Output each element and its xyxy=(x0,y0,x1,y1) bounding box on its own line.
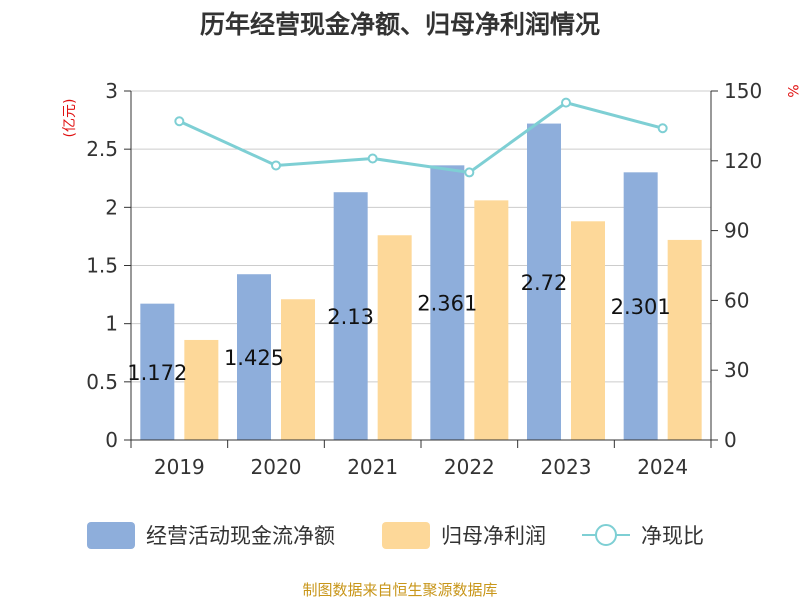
bar-operating-cash-flow xyxy=(140,303,175,440)
legend-swatch-marker xyxy=(595,524,617,546)
left-tick-label: 0.5 xyxy=(86,370,118,394)
left-tick-label: 1 xyxy=(105,312,118,336)
bar-net-profit xyxy=(281,299,315,440)
right-tick-label: 60 xyxy=(724,288,749,312)
right-tick-label: 30 xyxy=(724,358,749,382)
source-note: 制图数据来自恒生聚源数据库 xyxy=(302,581,497,599)
line-point xyxy=(271,160,281,171)
right-tick-label: 0 xyxy=(724,428,737,452)
line-point xyxy=(464,167,475,178)
x-tick-label: 2022 xyxy=(444,455,495,479)
legend-label-net-profit: 归母净利润 xyxy=(441,524,546,548)
x-tick-label: 2019 xyxy=(154,455,205,479)
grid-lines xyxy=(131,90,711,383)
line-net-cash-ratio xyxy=(178,101,664,175)
right-axis-unit: % xyxy=(784,84,800,97)
bars xyxy=(140,123,702,440)
left-tick-label: 2 xyxy=(105,195,118,219)
x-tick-label: 2023 xyxy=(541,455,592,479)
bar-data-label: 2.301 xyxy=(611,295,671,319)
chart-title: 历年经营现金净额、归母净利润情况 xyxy=(200,10,600,39)
bar-data-label: 1.172 xyxy=(127,361,187,385)
bar-net-profit xyxy=(474,200,509,440)
line-series xyxy=(174,97,668,178)
x-tick-label: 2021 xyxy=(347,455,398,479)
bar-net-profit xyxy=(571,221,605,440)
legend-swatch-net-profit xyxy=(382,522,430,549)
bar-net-profit xyxy=(184,339,219,440)
right-tick-label: 120 xyxy=(724,149,762,173)
bar-operating-cash-flow xyxy=(333,192,368,440)
bar-data-label: 2.13 xyxy=(327,305,374,329)
left-tick-label: 1.5 xyxy=(86,254,118,278)
bar-operating-cash-flow xyxy=(623,172,658,440)
bar-data-label: 2.361 xyxy=(417,292,477,316)
bar-net-profit xyxy=(377,235,412,440)
line-point xyxy=(367,153,378,164)
line-point xyxy=(174,116,185,127)
x-tick-label: 2020 xyxy=(251,455,302,479)
bar-operating-cash-flow xyxy=(527,123,561,440)
left-tick-label: 2.5 xyxy=(86,137,118,161)
legend-label-net-cash-ratio: 净现比 xyxy=(641,524,704,548)
left-tick-label: 0 xyxy=(105,428,118,452)
line-point xyxy=(657,123,668,134)
bar-net-profit xyxy=(667,239,702,440)
data-labels: 1.172 1.425 2.13 2.361 2.72 2.301 xyxy=(127,271,670,385)
legend-swatch-operating-cash-flow xyxy=(87,522,135,549)
line-point xyxy=(561,97,571,108)
right-tick-label: 90 xyxy=(724,219,749,243)
legend-label-operating-cash-flow: 经营活动现金流净额 xyxy=(146,524,335,548)
right-tick-label: 150 xyxy=(724,79,762,103)
left-axis-unit: (亿元) xyxy=(62,99,78,138)
bar-data-label: 2.72 xyxy=(521,271,568,295)
legend[interactable]: 经营活动现金流净额 归母净利润 净现比 xyxy=(87,522,704,549)
bar-operating-cash-flow xyxy=(430,165,465,440)
bar-data-label: 1.425 xyxy=(224,346,284,370)
bar-operating-cash-flow xyxy=(237,274,271,440)
left-tick-label: 3 xyxy=(105,79,118,103)
x-tick-label: 2024 xyxy=(637,455,688,479)
